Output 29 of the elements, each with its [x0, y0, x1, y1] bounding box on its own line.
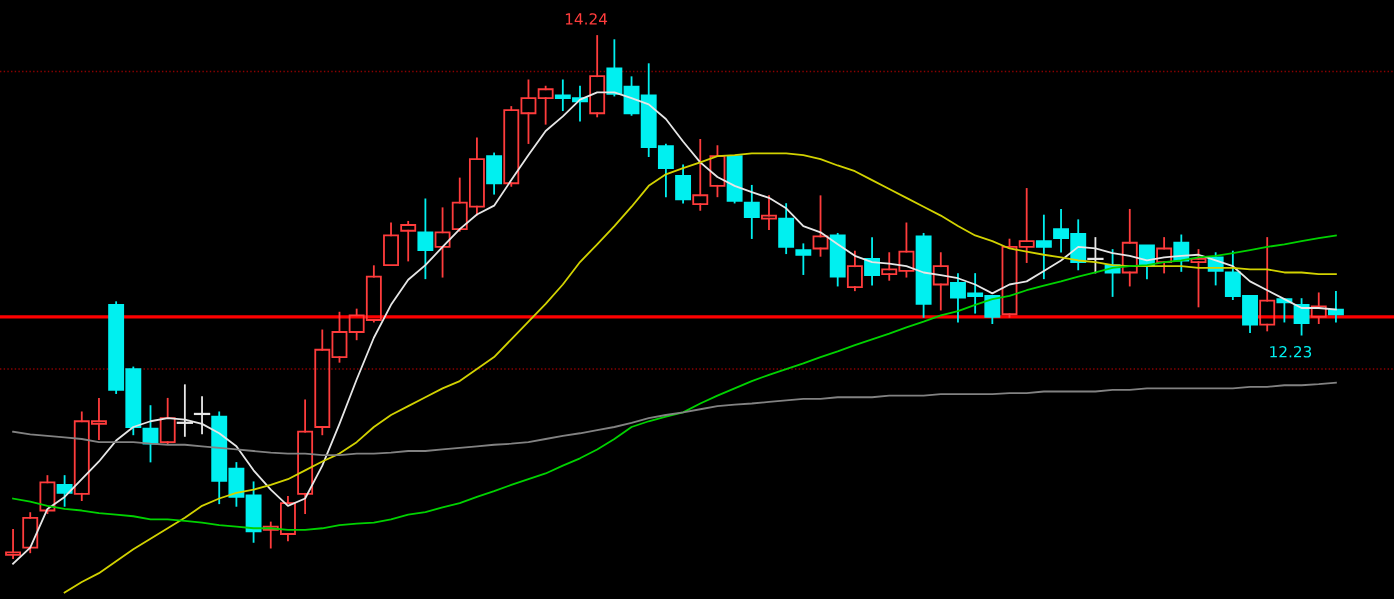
candlestick [1121, 208, 1138, 287]
candlestick [22, 512, 39, 554]
candlestick [743, 184, 760, 239]
candlestick [864, 237, 881, 286]
candlestick [829, 232, 846, 287]
candlestick [1035, 214, 1052, 280]
candlestick [692, 138, 709, 211]
candlestick [932, 252, 949, 311]
candlestick [176, 384, 194, 437]
candlestick [778, 203, 795, 255]
annotation: 12.23 [1270, 345, 1312, 358]
candlestick [417, 198, 434, 280]
candlestick [1310, 292, 1327, 325]
text: 14.24 [565, 13, 608, 25]
candlestick [1018, 188, 1035, 263]
candlestick [434, 207, 451, 278]
candlestick [915, 232, 932, 318]
candlestick [503, 106, 520, 187]
candlestick [314, 329, 331, 436]
candlestick [56, 475, 73, 507]
candlestick [297, 399, 314, 515]
candlestick [589, 35, 606, 118]
candlestick [1259, 237, 1276, 332]
candlestick [193, 396, 211, 435]
candlestick [795, 243, 812, 275]
candlestick [400, 220, 417, 262]
candlestick [5, 528, 22, 559]
candlestick [761, 195, 777, 231]
candlestick [383, 222, 399, 267]
